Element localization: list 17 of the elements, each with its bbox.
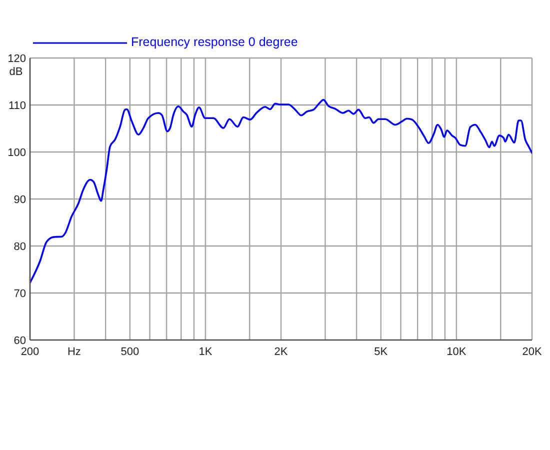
y-tick-label: 60 [14, 334, 26, 347]
x-tick-label: Hz [67, 346, 81, 358]
text: Frequency response 0 degree [131, 35, 298, 50]
x-tick-label: 500 [120, 346, 140, 358]
x-tick-label: 200 [20, 346, 40, 358]
y-tick-label: 90 [14, 194, 26, 206]
y-tick-label: 100 [8, 146, 26, 159]
y-tick-label: 110 [8, 100, 26, 112]
x-tick-label: 10K [446, 346, 467, 358]
x-tick-label: 1K [198, 346, 213, 358]
y-tick-label: 80 [14, 240, 26, 253]
y-axis-title: dB [9, 66, 23, 78]
y-tick-label: 70 [14, 288, 26, 300]
x-tick-label: 2K [274, 346, 288, 358]
y-tick-label: 120 [8, 52, 26, 65]
x-tick-label: 5K [374, 346, 388, 358]
x-tick-label: 20K [522, 346, 542, 358]
